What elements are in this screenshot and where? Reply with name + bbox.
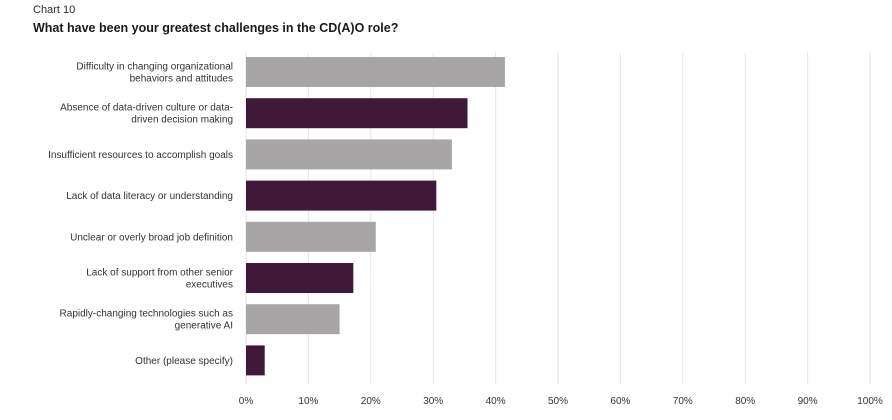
x-tick-label: 100% xyxy=(857,396,883,407)
category-label: Insufficient resources to accomplish goa… xyxy=(48,150,233,161)
category-label: Unclear or overly broad job definition xyxy=(70,232,233,243)
category-labels: Difficulty in changing organizational beh… xyxy=(48,62,234,367)
x-tick-label: 30% xyxy=(423,396,443,407)
category-label: Other (please specify) xyxy=(135,356,233,367)
bar xyxy=(246,221,376,252)
x-tick-label: 10% xyxy=(298,396,318,407)
bar xyxy=(246,139,452,170)
bars xyxy=(246,57,505,376)
bar xyxy=(246,263,354,293)
chart-title: What have been your greatest challenges … xyxy=(33,21,399,35)
x-tick-label: 0% xyxy=(239,396,254,407)
category-label: Absence of data-driven culture or data-d… xyxy=(60,103,233,126)
x-tick-label: 70% xyxy=(673,396,693,407)
x-tick-label: 20% xyxy=(361,396,381,407)
x-tick-label: 50% xyxy=(548,396,568,407)
x-tick-label: 40% xyxy=(486,396,506,407)
bar xyxy=(246,57,505,87)
bar xyxy=(246,180,437,211)
chart-number: Chart 10 xyxy=(33,4,76,16)
x-tick-label: 80% xyxy=(735,396,755,407)
bar xyxy=(246,98,468,129)
bar xyxy=(246,345,265,376)
category-label: Rapidly-changing technologies such as gen… xyxy=(60,309,233,332)
category-label: Difficulty in changing organizational beh… xyxy=(76,62,233,85)
bar xyxy=(246,304,340,335)
x-tick-label: 60% xyxy=(610,396,630,407)
category-label: Lack of data literacy or understanding xyxy=(66,191,233,202)
x-axis-ticks: 0% 10% 20% 30% 40% 50% 60% 70% 80% 90% 100% xyxy=(239,396,883,407)
x-tick-label: 90% xyxy=(798,396,818,407)
category-label: Lack of support from other senior executi… xyxy=(86,268,233,291)
